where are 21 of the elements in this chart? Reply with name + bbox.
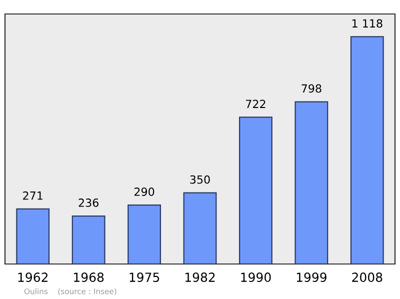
- data-label: 236: [78, 198, 98, 207]
- bar: [350, 36, 384, 264]
- bar: [294, 101, 328, 264]
- data-label: 798: [302, 84, 322, 93]
- data-label: 271: [23, 191, 42, 200]
- bar: [239, 116, 272, 264]
- x-tick-label: 1962: [18, 272, 48, 282]
- data-label: 350: [190, 175, 210, 184]
- bar: [183, 192, 217, 264]
- bar: [128, 204, 161, 264]
- data-label: 722: [246, 100, 266, 108]
- x-tick-label: 1982: [185, 272, 215, 282]
- x-tick-label: 1975: [130, 272, 160, 282]
- x-tick-label: 1968: [74, 272, 104, 282]
- x-tick-label: 1999: [296, 272, 326, 282]
- x-tick-label: 2008: [352, 272, 382, 282]
- data-label: 290: [134, 188, 154, 196]
- bar: [16, 208, 50, 264]
- x-tick-label: 1990: [241, 272, 271, 282]
- data-label: 1 118: [352, 19, 382, 28]
- bar: [72, 215, 106, 264]
